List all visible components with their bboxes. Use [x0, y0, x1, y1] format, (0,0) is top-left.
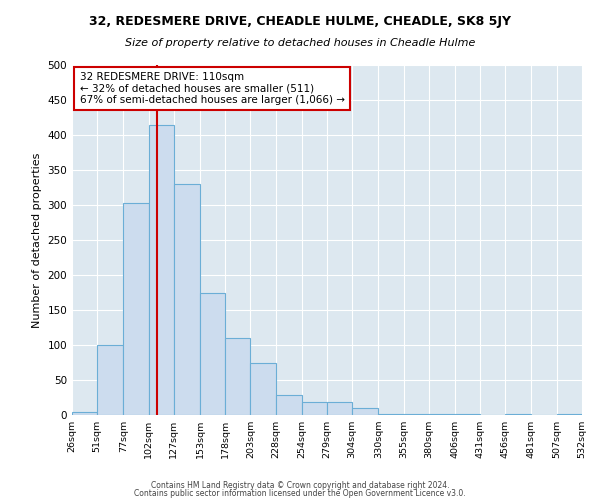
Text: 32, REDESMERE DRIVE, CHEADLE HULME, CHEADLE, SK8 5JY: 32, REDESMERE DRIVE, CHEADLE HULME, CHEA…	[89, 15, 511, 28]
Bar	[200, 292, 225, 415]
Bar	[379, 414, 404, 415]
Bar	[327, 402, 352, 415]
Bar	[275, 396, 302, 415]
Text: Size of property relative to detached houses in Cheadle Hulme: Size of property relative to detached ho…	[125, 38, 475, 48]
Bar	[149, 124, 174, 415]
Y-axis label: Number of detached properties: Number of detached properties	[32, 152, 42, 328]
Bar	[302, 402, 327, 415]
Bar	[174, 184, 200, 415]
Bar	[404, 414, 429, 415]
Bar	[352, 408, 379, 415]
Bar	[250, 362, 275, 415]
Bar	[72, 412, 97, 415]
Text: Contains HM Land Registry data © Crown copyright and database right 2024.: Contains HM Land Registry data © Crown c…	[151, 480, 449, 490]
Bar	[455, 414, 480, 415]
Bar	[557, 414, 582, 415]
Bar	[124, 203, 149, 415]
Bar	[225, 338, 250, 415]
Text: Contains public sector information licensed under the Open Government Licence v3: Contains public sector information licen…	[134, 489, 466, 498]
Bar	[505, 414, 530, 415]
Bar	[429, 414, 455, 415]
Text: 32 REDESMERE DRIVE: 110sqm
← 32% of detached houses are smaller (511)
67% of sem: 32 REDESMERE DRIVE: 110sqm ← 32% of deta…	[80, 72, 344, 105]
Bar	[97, 345, 124, 415]
